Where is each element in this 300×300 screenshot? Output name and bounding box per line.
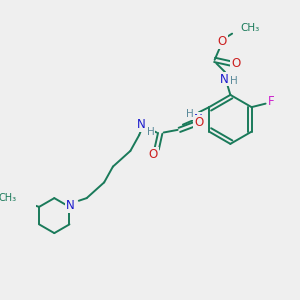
Text: N: N xyxy=(220,73,229,85)
Text: F: F xyxy=(268,95,274,108)
Text: O: O xyxy=(148,148,158,161)
Text: CH₃: CH₃ xyxy=(0,193,16,203)
Text: CH₃: CH₃ xyxy=(241,23,260,33)
Text: O: O xyxy=(231,57,240,70)
Text: O: O xyxy=(218,35,227,48)
Text: O: O xyxy=(194,116,203,129)
Text: N: N xyxy=(194,113,203,126)
Text: N: N xyxy=(136,118,145,131)
Text: H: H xyxy=(186,109,194,119)
Text: H: H xyxy=(230,76,238,86)
Text: H: H xyxy=(147,127,154,136)
Text: N: N xyxy=(66,200,75,212)
